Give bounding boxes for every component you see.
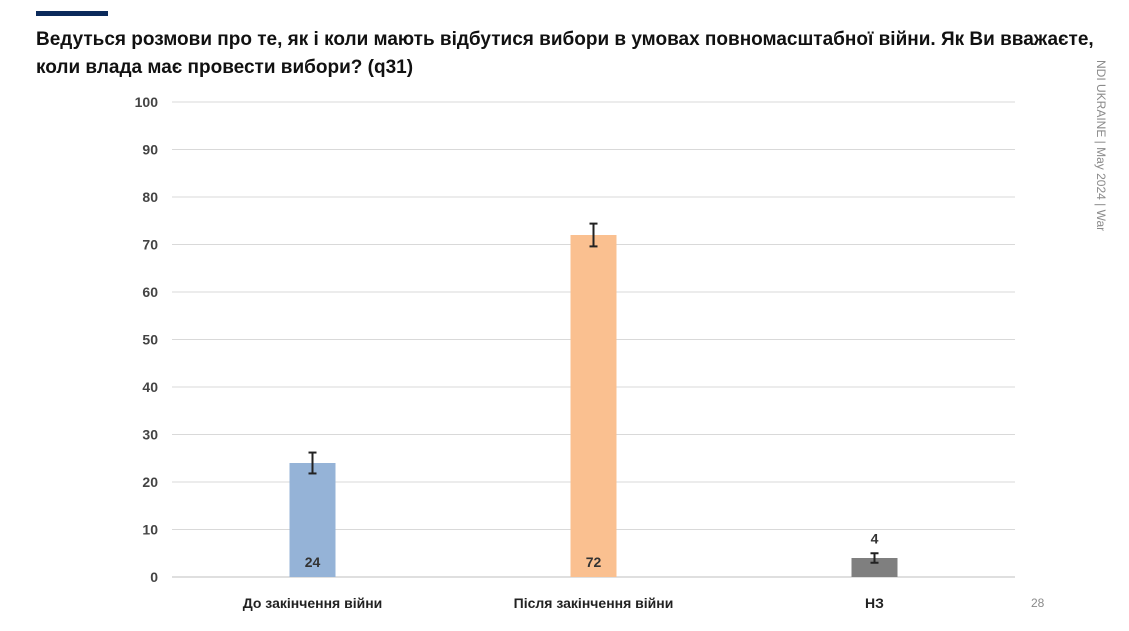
y-tick-label: 60 <box>142 284 158 300</box>
y-tick-label: 50 <box>142 332 158 348</box>
bar <box>289 463 336 577</box>
y-tick-label: 10 <box>142 522 158 538</box>
bar <box>851 558 898 577</box>
x-category-label: НЗ <box>865 595 884 611</box>
accent-bar <box>36 11 108 16</box>
y-tick-label: 70 <box>142 237 158 253</box>
page-title: Ведуться розмови про те, як і коли мають… <box>36 29 1094 78</box>
y-tick-label: 90 <box>142 142 158 158</box>
y-tick-label: 0 <box>150 569 158 585</box>
y-tick-label: 30 <box>142 427 158 443</box>
x-category-label: Після закінчення війни <box>514 595 674 611</box>
bar <box>570 235 617 577</box>
side-label: NDI UKRAINE | May 2024 | War <box>1094 60 1108 232</box>
page-number: 28 <box>1031 596 1045 610</box>
x-category-label: До закінчення війни <box>243 595 383 611</box>
data-label: 24 <box>305 554 321 570</box>
y-tick-label: 100 <box>135 94 159 110</box>
y-tick-label: 80 <box>142 189 158 205</box>
data-label: 72 <box>586 554 602 570</box>
y-tick-label: 20 <box>142 474 158 490</box>
data-label: 4 <box>871 530 879 546</box>
y-tick-label: 40 <box>142 379 158 395</box>
